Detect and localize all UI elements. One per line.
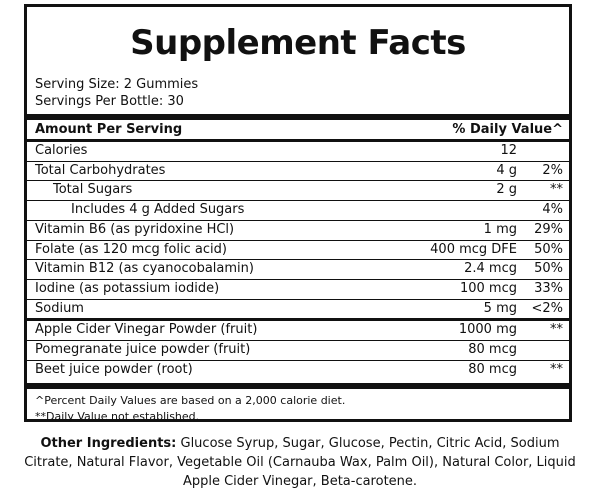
nutrient-name: Vitamin B12 (as cyanocobalamin) — [35, 261, 254, 277]
nutrient-name: Total Carbohydrates — [35, 162, 166, 178]
table-row: Includes 4 g Added Sugars 4% — [27, 201, 569, 221]
nutrient-name: Vitamin B6 (as pyridoxine HCl) — [35, 221, 235, 237]
ingredient-name: Beet juice powder (root) — [35, 361, 193, 377]
nutrient-amount: 4 g — [496, 162, 517, 178]
nutrient-dv: 4% — [542, 202, 563, 218]
table-row: Vitamin B6 (as pyridoxine HCl) 1 mg 29% — [27, 221, 569, 241]
ingredient-name: Pomegranate juice powder (fruit) — [35, 342, 251, 358]
nutrient-name: Folate (as 120 mcg folic acid) — [35, 241, 227, 257]
nutrient-name: Iodine (as potassium iodide) — [35, 280, 220, 296]
table-row: Total Sugars 2 g ** — [27, 181, 569, 202]
nutrient-amount — [397, 201, 517, 220]
nutrient-dv: 2% — [542, 162, 563, 178]
amount-per-serving-label: Amount Per Serving — [35, 122, 183, 137]
table-row: Folate (as 120 mcg folic acid) 400 mcg D… — [27, 241, 569, 261]
nutrient-amount: 2.4 mcg — [464, 261, 517, 277]
nutrient-dv: <2% — [531, 300, 563, 316]
nutrient-dv: 50% — [534, 261, 563, 277]
nutrient-amount: 100 mcg — [459, 280, 517, 296]
other-ingredients: Other Ingredients: Glucose Syrup, Sugar,… — [24, 434, 576, 491]
table-row: Apple Cider Vinegar Powder (fruit) 1000 … — [27, 321, 569, 342]
nutrient-dv: 29% — [534, 221, 563, 237]
ingredient-rows: Apple Cider Vinegar Powder (fruit) 1000 … — [27, 321, 569, 379]
servings-per-bottle: Servings Per Bottle: 30 — [35, 94, 184, 109]
ingredient-amount: 80 mcg — [468, 342, 517, 358]
nutrient-amount: 1 mg — [483, 221, 517, 237]
column-header: Amount Per Serving % Daily Value^ — [27, 120, 569, 139]
section-divider — [27, 318, 569, 322]
table-row: Iodine (as potassium iodide) 100 mcg 33% — [27, 280, 569, 300]
nutrient-amount: 400 mcg DFE — [430, 241, 517, 257]
ingredient-dv: ** — [550, 361, 563, 377]
other-ingredients-label: Other Ingredients: — [40, 436, 177, 451]
footnote-divider — [27, 383, 569, 390]
table-row: Sodium 5 mg <2% — [27, 300, 569, 319]
supplement-facts-panel: Supplement Facts Serving Size: 2 Gummies… — [24, 4, 572, 425]
nutrient-dv — [517, 142, 563, 161]
nutrient-name: Total Sugars — [53, 182, 133, 198]
nutrient-name: Includes 4 g Added Sugars — [71, 202, 245, 218]
ingredient-dv: ** — [550, 322, 563, 338]
ingredient-amount: 80 mcg — [468, 361, 517, 377]
table-row: Calories 12 — [27, 142, 569, 162]
thick-divider — [27, 114, 569, 120]
ingredient-dv — [517, 341, 563, 360]
nutrient-name: Calories — [35, 143, 88, 158]
footnote-dv-basis: ^Percent Daily Values are based on a 2,0… — [35, 394, 346, 408]
nutrient-dv: 33% — [534, 280, 563, 296]
daily-value-label: % Daily Value^ — [452, 122, 563, 137]
nutrient-amount: 2 g — [496, 182, 517, 198]
serving-info: Serving Size: 2 Gummies Servings Per Bot… — [27, 76, 569, 110]
serving-size: Serving Size: 2 Gummies — [35, 77, 199, 92]
panel-title: Supplement Facts — [130, 23, 466, 63]
table-row: Vitamin B12 (as cyanocobalamin) 2.4 mcg … — [27, 260, 569, 280]
table-row: Beet juice powder (root) 80 mcg ** — [27, 361, 569, 380]
footnote-not-established: **Daily Value not established. — [35, 410, 200, 424]
table-row: Total Carbohydrates 4 g 2% — [27, 162, 569, 182]
footnotes: ^Percent Daily Values are based on a 2,0… — [27, 393, 569, 425]
ingredient-name: Apple Cider Vinegar Powder (fruit) — [35, 322, 258, 338]
nutrient-amount: 5 mg — [483, 300, 517, 316]
table-row: Pomegranate juice powder (fruit) 80 mcg — [27, 341, 569, 361]
nutrient-dv: ** — [550, 182, 563, 198]
nutrient-name: Sodium — [35, 300, 84, 316]
nutrient-amount: 12 — [500, 143, 517, 158]
ingredient-amount: 1000 mg — [458, 322, 517, 338]
nutrient-rows: Calories 12 Total Carbohydrates 4 g 2% T… — [27, 142, 569, 318]
header-divider — [27, 139, 569, 142]
nutrient-dv: 50% — [534, 241, 563, 257]
other-ingredients-text: Glucose Syrup, Sugar, Glucose, Pectin, C… — [24, 436, 576, 489]
